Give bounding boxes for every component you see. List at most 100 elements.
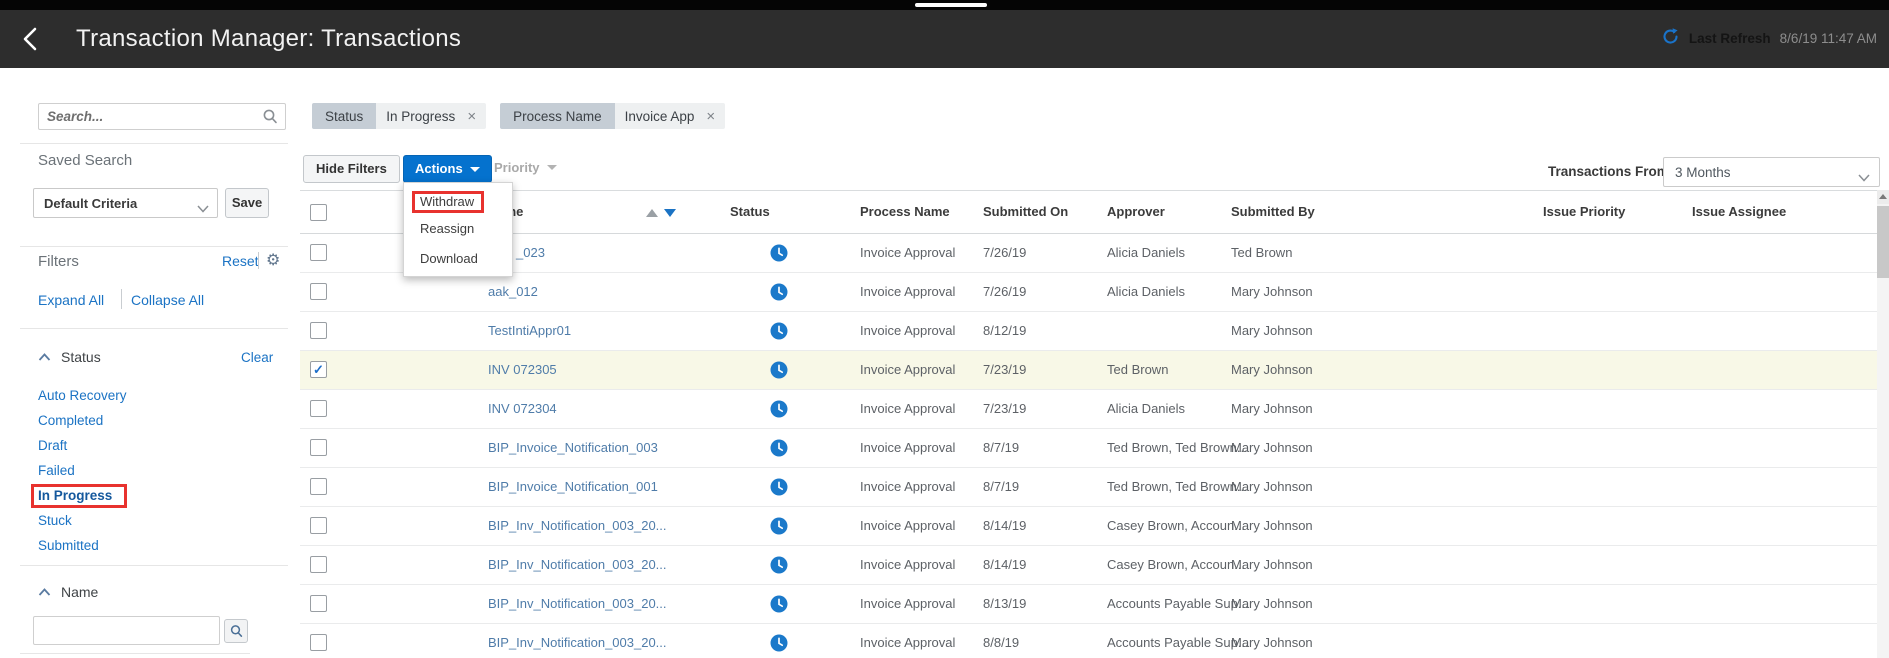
name-filter-field[interactable] [33, 616, 220, 645]
row-checkbox[interactable] [310, 283, 327, 300]
row-checkbox[interactable] [310, 400, 327, 417]
transaction-name-link[interactable]: BIP_Inv_Notification_003_20... [488, 518, 667, 533]
sort-descending-icon[interactable] [664, 209, 676, 217]
column-header-approver[interactable]: Approver [1107, 204, 1165, 219]
row-checkbox-checked[interactable]: ✓ [310, 361, 327, 378]
table-row: BIP_Inv_Notification_003_20... Invoice Ap… [300, 585, 1877, 624]
priority-button-label: Priority [494, 160, 540, 175]
transaction-name-link[interactable]: INV 072304 [488, 401, 557, 416]
status-section-header[interactable]: Status [38, 349, 101, 365]
hide-filters-button[interactable]: Hide Filters [303, 155, 400, 183]
table-row: BIP_Invoice_Notification_003 Invoice Appr… [300, 429, 1877, 468]
menu-item-reassign[interactable]: Reassign [404, 221, 512, 236]
in-progress-clock-icon [770, 556, 788, 574]
submitted-by-cell: Mary Johnson [1231, 323, 1313, 338]
divider [20, 565, 288, 566]
row-checkbox[interactable] [310, 595, 327, 612]
menu-item-download[interactable]: Download [404, 251, 512, 266]
submitted-by-cell: Mary Johnson [1231, 518, 1313, 533]
row-checkbox[interactable] [310, 439, 327, 456]
transaction-name-link[interactable]: aak_012 [488, 284, 538, 299]
row-checkbox[interactable] [310, 322, 327, 339]
save-button[interactable]: Save [225, 188, 269, 218]
status-filter-draft[interactable]: Draft [38, 438, 68, 453]
gear-icon[interactable]: ⚙ [266, 250, 281, 269]
search-input[interactable] [47, 105, 257, 128]
transaction-name-link[interactable]: BIP_Inv_Notification_003_20... [488, 557, 667, 572]
status-filter-auto-recovery[interactable]: Auto Recovery [38, 388, 127, 403]
clear-link[interactable]: Clear [241, 350, 274, 365]
name-filter-input[interactable] [40, 619, 215, 642]
back-button[interactable] [14, 22, 48, 56]
status-filter-completed[interactable]: Completed [38, 413, 104, 428]
name-search-button[interactable] [224, 619, 248, 643]
scrollbar-up-button[interactable] [1877, 190, 1889, 204]
in-progress-clock-icon [770, 361, 788, 379]
submitted-by-cell: Ted Brown [1231, 245, 1293, 260]
sidebar-search-field[interactable] [38, 103, 286, 130]
row-checkbox[interactable] [310, 244, 327, 261]
transaction-name-link[interactable]: _023 [516, 245, 545, 260]
process-name-cell: Invoice Approval [860, 401, 956, 416]
reset-link[interactable]: Reset [222, 253, 259, 269]
column-header-process-name[interactable]: Process Name [860, 204, 950, 219]
sort-ascending-icon[interactable] [646, 209, 658, 217]
transaction-name-link[interactable]: INV 072305 [488, 362, 557, 377]
process-name-cell: Invoice Approval [860, 284, 956, 299]
refresh-icon[interactable] [1661, 27, 1680, 49]
actions-button-label: Actions [415, 161, 463, 176]
status-filter-failed[interactable]: Failed [38, 463, 75, 478]
close-icon[interactable]: × [467, 107, 477, 125]
priority-button[interactable]: Priority [494, 160, 557, 175]
transaction-name-link[interactable]: BIP_Invoice_Notification_001 [488, 479, 658, 494]
column-header-status[interactable]: Status [730, 204, 770, 219]
row-checkbox[interactable] [310, 517, 327, 534]
filter-chip-status[interactable]: Status In Progress × [312, 103, 487, 129]
name-section-header[interactable]: Name [38, 584, 98, 600]
status-filter-in-progress[interactable]: In Progress [31, 484, 128, 508]
column-header-submitted-on[interactable]: Submitted On [983, 204, 1069, 219]
expand-all-link[interactable]: Expand All [38, 292, 105, 308]
in-progress-clock-icon [770, 634, 788, 652]
app-header: Transaction Manager: Transactions Last R… [0, 10, 1889, 68]
actions-button[interactable]: Actions [403, 155, 492, 183]
row-checkbox[interactable] [310, 556, 327, 573]
transaction-name-link[interactable]: BIP_Inv_Notification_003_20... [488, 635, 667, 650]
chevron-down-icon [469, 166, 480, 172]
vertical-scrollbar[interactable] [1877, 190, 1889, 658]
transaction-name-link[interactable]: BIP_Invoice_Notification_003 [488, 440, 658, 455]
column-header-issue-priority[interactable]: Issue Priority [1543, 204, 1626, 219]
status-filter-stuck[interactable]: Stuck [38, 513, 72, 528]
device-top-strip [0, 0, 1889, 10]
scrollbar-thumb[interactable] [1877, 206, 1889, 278]
row-checkbox[interactable] [310, 634, 327, 651]
approver-cell: Casey Brown, Accoun... [1107, 557, 1246, 572]
approver-cell: Alicia Daniels [1107, 245, 1186, 260]
status-filter-submitted[interactable]: Submitted [38, 538, 99, 553]
submitted-by-cell: Mary Johnson [1231, 557, 1313, 572]
menu-item-label: Download [420, 251, 478, 266]
search-icon [230, 625, 243, 637]
transaction-name-link[interactable]: TestIntiAppr01 [488, 323, 572, 338]
table-row: _023 Invoice Approval 7/26/19 Alicia Daniel… [300, 234, 1877, 273]
collapse-all-link[interactable]: Collapse All [131, 292, 205, 308]
approver-cell: Alicia Daniels [1107, 284, 1186, 299]
column-header-issue-assignee[interactable]: Issue Assignee [1692, 204, 1787, 219]
filter-chip-process-name[interactable]: Process Name Invoice App × [500, 103, 726, 129]
menu-item-label: Withdraw [412, 191, 485, 213]
close-icon[interactable]: × [706, 107, 716, 125]
row-checkbox[interactable] [310, 478, 327, 495]
transaction-name-link[interactable]: BIP_Inv_Notification_003_20... [488, 596, 667, 611]
menu-item-withdraw[interactable]: Withdraw [404, 191, 512, 213]
process-name-cell: Invoice Approval [860, 518, 956, 533]
submitted-on-cell: 8/7/19 [983, 479, 1020, 494]
select-all-checkbox[interactable] [310, 204, 327, 221]
column-header-submitted-by[interactable]: Submitted By [1231, 204, 1315, 219]
transactions-from-select[interactable]: 3 Months [1663, 157, 1880, 187]
process-name-cell: Invoice Approval [860, 440, 956, 455]
submitted-by-cell: Mary Johnson [1231, 479, 1313, 494]
in-progress-clock-icon [770, 439, 788, 457]
saved-search-select[interactable]: Default Criteria [33, 188, 218, 218]
